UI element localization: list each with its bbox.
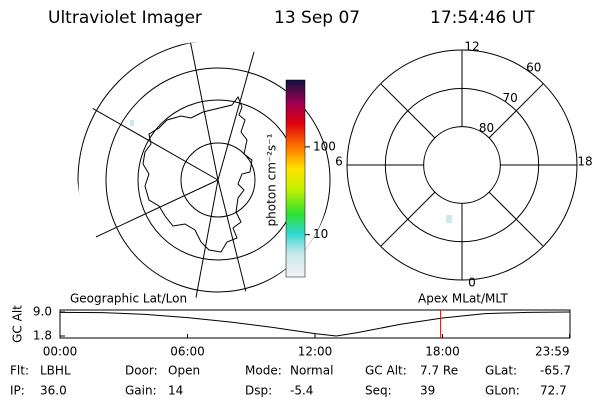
lat-circle [423,126,501,204]
date: 13 Sep 07 [274,8,360,28]
title: Ultraviolet Imager [48,8,202,28]
x-tick-label: 23:59 [535,345,570,359]
status-label: GC Alt: [365,364,407,378]
x-tick-label: 12:00 [298,345,333,359]
status-value: Normal [290,364,333,378]
status-value: -65.7 [540,364,571,378]
status-value: 39 [420,384,435,398]
status-value: LBHL [40,364,71,378]
mlt-label: 18 [577,155,592,169]
status-bar: Flt: LBHL Door: Open Mode: Normal GC Alt: 7.7 R… [10,364,571,398]
status-label: Gain: [125,384,157,398]
timeline: Geographic Lat/Lon Apex MLat/MLT GC Alt 9.0… [11,292,571,359]
y-tick-label: 1.8 [33,329,52,343]
status-label: Dsp: [245,384,272,398]
mlt-spoke [380,191,436,247]
status-value: 72.7 [540,384,567,398]
status-label: GLat: [485,364,517,378]
mlt-label: 12 [464,40,479,54]
status-label: IP: [10,384,25,398]
colorbar-tick-label: 10 [313,227,328,241]
colorbar-tick-label: 100 [313,139,336,153]
mlt-label: 6 [335,155,343,169]
colorbar-scale [285,79,306,278]
x-tick-label: 00:00 [43,345,78,359]
x-tick-label: 18:00 [425,345,460,359]
status-label: Door: [125,364,158,378]
status-value: -5.4 [290,384,313,398]
time: 17:54:46 UT [430,8,535,28]
y-tick-label: 9.0 [33,305,52,319]
lat-label: 80 [479,121,494,135]
status-value: 7.7 Re [420,364,458,378]
status-label: Mode: [245,364,282,378]
y-label: GC Alt [11,305,25,343]
status-value: 36.0 [40,384,67,398]
mlt-spoke [488,191,544,247]
mlt-spoke [380,83,436,139]
geo-map [77,42,333,298]
status-value: Open [168,364,200,378]
status-label: GLon: [485,384,520,398]
colorbar: photon cm⁻²s⁻¹ 10 100 [265,79,336,278]
status-label: Flt: [10,364,29,378]
mlt-label: 0 [468,276,476,290]
colorbar-label: photon cm⁻²s⁻¹ [265,133,279,226]
status-value: 14 [168,384,183,398]
left-label: Geographic Lat/Lon [70,292,187,306]
mlt-spoke [488,83,544,139]
lat-label: 60 [526,61,541,75]
alt-line [59,311,570,337]
status-label: Seq: [365,384,392,398]
right-label: Apex MLat/MLT [418,292,508,306]
x-tick-label: 06:00 [170,345,205,359]
lat-label: 70 [502,91,517,105]
